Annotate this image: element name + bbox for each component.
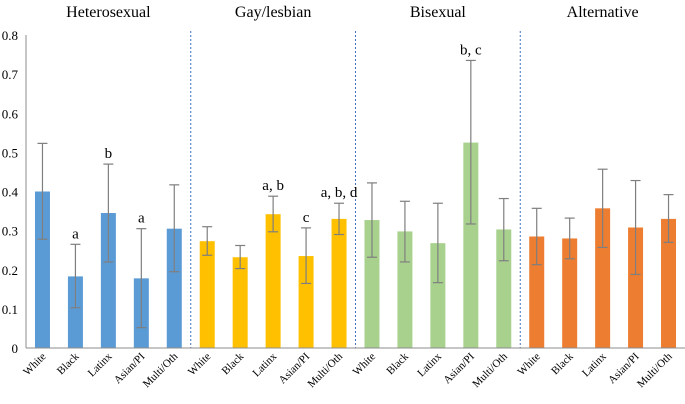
significance-label: c <box>303 210 310 226</box>
x-tick-label: Multi/Oth <box>635 350 675 390</box>
x-tick-label: Latinx <box>415 350 444 379</box>
x-tick-label: Black <box>549 350 576 377</box>
x-tick-label: Black <box>384 350 411 377</box>
x-tick-label: Latinx <box>250 350 279 379</box>
bar <box>100 213 116 348</box>
bar <box>232 257 248 348</box>
bar <box>298 256 314 348</box>
group-title: Bisexual <box>410 4 467 21</box>
bar <box>430 243 446 348</box>
bar <box>496 229 512 348</box>
group-title: Heterosexual <box>66 4 151 21</box>
x-tick-label: White <box>186 351 214 379</box>
bar <box>595 208 611 348</box>
error-bars <box>37 59 674 329</box>
group-separators <box>190 31 521 348</box>
bar <box>562 238 578 348</box>
bar <box>199 241 215 348</box>
x-tick-label: Multi/Oth <box>470 350 510 390</box>
bar <box>166 228 182 348</box>
x-tick-label: Latinx <box>580 350 609 379</box>
significance-label: a <box>138 211 145 227</box>
bar <box>628 227 644 348</box>
bar <box>265 214 281 348</box>
bar <box>67 276 83 348</box>
x-tick-label: White <box>21 351 49 379</box>
y-tick-label: 0.5 <box>2 145 18 160</box>
significance-label: a, b <box>262 178 284 194</box>
y-tick-label: 0 <box>12 341 19 356</box>
bar <box>397 231 413 348</box>
significance-label: b, c <box>460 42 482 58</box>
y-tick-label: 0.2 <box>2 263 18 278</box>
bar <box>463 142 479 348</box>
group-titles: Heterosexual Gay/lesbian Bisexual Alternati… <box>66 4 638 21</box>
significance-label: b <box>105 146 113 162</box>
bar <box>661 218 677 348</box>
bars <box>34 142 677 348</box>
group-title: Gay/lesbian <box>235 4 311 21</box>
y-tick-label: 0.7 <box>2 67 19 82</box>
y-tick-label: 0.4 <box>2 185 19 200</box>
group-title: Alternative <box>567 4 639 21</box>
x-tick-label: Multi/Oth <box>306 350 346 390</box>
x-tick-label: Black <box>220 350 247 377</box>
x-tick-label: White <box>515 351 543 379</box>
x-tick-label: White <box>351 351 379 379</box>
y-tick-label: 0.6 <box>2 106 19 121</box>
significance-labels: a b a a, b c a, b, d b, c <box>72 42 482 242</box>
y-tick-label: 0.8 <box>2 28 18 43</box>
x-tick-label: Multi/Oth <box>141 350 181 390</box>
bar <box>34 191 50 348</box>
y-tick-label: 0.1 <box>2 302 18 317</box>
y-tick-label: 0.3 <box>2 224 18 239</box>
bar <box>331 218 347 348</box>
x-tick-label: Black <box>55 350 82 377</box>
significance-label: a <box>72 226 79 242</box>
x-tick-label: Latinx <box>86 350 115 379</box>
significance-label: a, b, d <box>321 185 358 201</box>
bar <box>364 220 380 348</box>
y-axis: 0 0.1 0.2 0.3 0.4 0.5 0.6 0.7 0.8 <box>2 28 27 356</box>
